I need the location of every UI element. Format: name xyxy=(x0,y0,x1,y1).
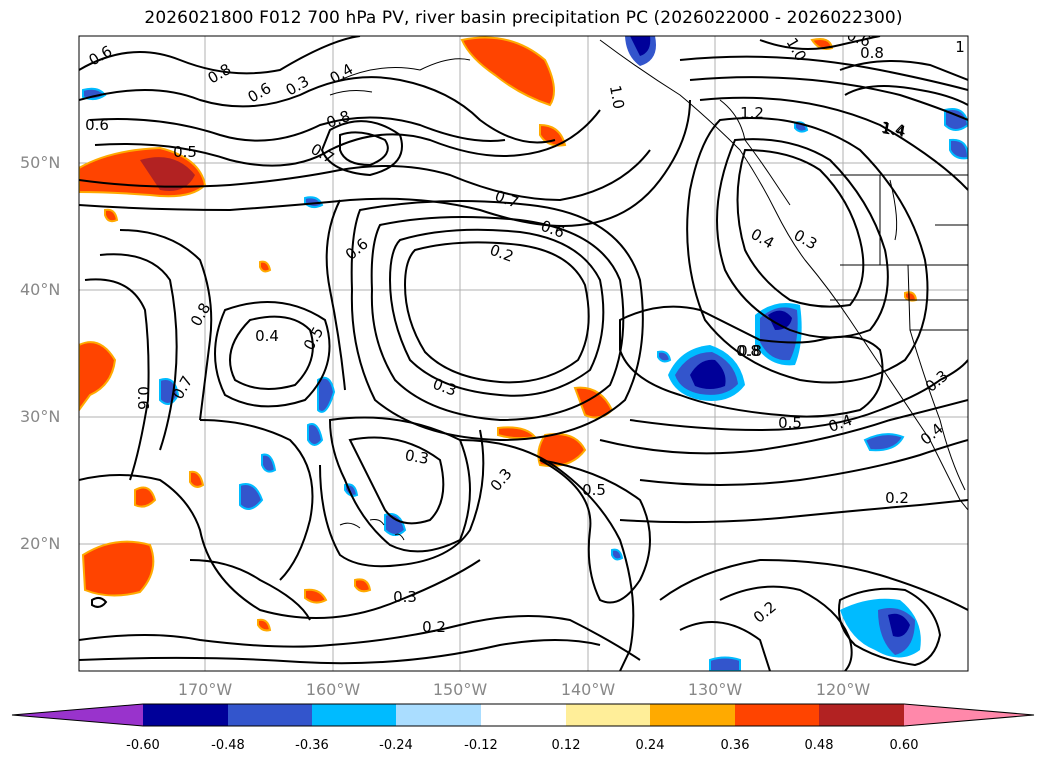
lat-label-20n: 20°N xyxy=(20,534,61,553)
lon-label-160w: 160°W xyxy=(305,680,361,699)
contour-label: 0.5 xyxy=(582,481,606,499)
lon-label-170w: 170°W xyxy=(177,680,233,699)
contour-label: 0.3 xyxy=(393,588,417,606)
colorbar-segment xyxy=(228,704,312,726)
contour-label: 1.4 xyxy=(880,118,907,140)
colorbar-tick: 0.12 xyxy=(551,738,581,753)
colorbar-tick: 0.36 xyxy=(720,738,750,753)
map-area xyxy=(79,36,968,671)
contour-label: 1.4 xyxy=(881,119,908,141)
contour-label: 0.2 xyxy=(422,618,446,636)
contour-label: 0.6 xyxy=(134,386,152,410)
map-title: 2026021800 F012 700 hPa PV, river basin … xyxy=(144,8,903,28)
colorbar-segment xyxy=(312,704,396,726)
colorbar-extend-low xyxy=(12,704,143,726)
contour-label: 1.0 xyxy=(606,84,628,111)
colorbar-segment xyxy=(650,704,735,726)
colorbar-segment xyxy=(396,704,481,726)
colorbar-extend-high xyxy=(904,704,1034,726)
lon-label-150w: 150°W xyxy=(432,680,488,699)
contour-label: 0.6 xyxy=(85,116,109,134)
colorbar-tick: 0.60 xyxy=(889,738,919,753)
contour-label: 0.4 xyxy=(255,327,279,345)
colorbar-tick: -0.12 xyxy=(464,738,498,753)
lat-label-40n: 40°N xyxy=(20,280,61,299)
colorbar-tick: -0.60 xyxy=(126,738,160,753)
colorbar-segment xyxy=(143,704,228,726)
colorbar-segment xyxy=(735,704,819,726)
contour-label: 0.8 xyxy=(860,44,884,62)
colorbar-outline xyxy=(11,703,1035,727)
contour-label: 0.8 xyxy=(736,342,760,360)
lat-label-30n: 30°N xyxy=(20,407,61,426)
contour-label: 1 xyxy=(955,38,965,56)
colorbar-segment xyxy=(481,704,566,726)
colorbar-segment xyxy=(566,704,650,726)
colorbar-tick: -0.36 xyxy=(295,738,329,753)
lat-label-50n: 50°N xyxy=(20,153,61,172)
precip-negative-shading xyxy=(82,36,968,671)
contour-label: 0.8 xyxy=(738,342,762,360)
colorbar-segment xyxy=(819,704,904,726)
colorbar xyxy=(11,703,1035,727)
colorbar-tick: -0.24 xyxy=(379,738,413,753)
map-frame xyxy=(78,35,969,672)
contour-label: 0.3 xyxy=(404,446,431,468)
lon-label-120w: 120°W xyxy=(815,680,871,699)
colorbar-tick: -0.48 xyxy=(211,738,245,753)
lon-label-130w: 130°W xyxy=(687,680,743,699)
lon-label-140w: 140°W xyxy=(560,680,616,699)
colorbar-tick: 0.48 xyxy=(804,738,834,753)
contour-label: 0.2 xyxy=(885,489,909,507)
contour-label: 0.5 xyxy=(778,414,802,432)
pv-contours xyxy=(79,36,968,671)
contour-label: 0.5 xyxy=(173,143,197,161)
colorbar-tick: 0.24 xyxy=(635,738,665,753)
contour-label: 1.2 xyxy=(740,104,764,122)
